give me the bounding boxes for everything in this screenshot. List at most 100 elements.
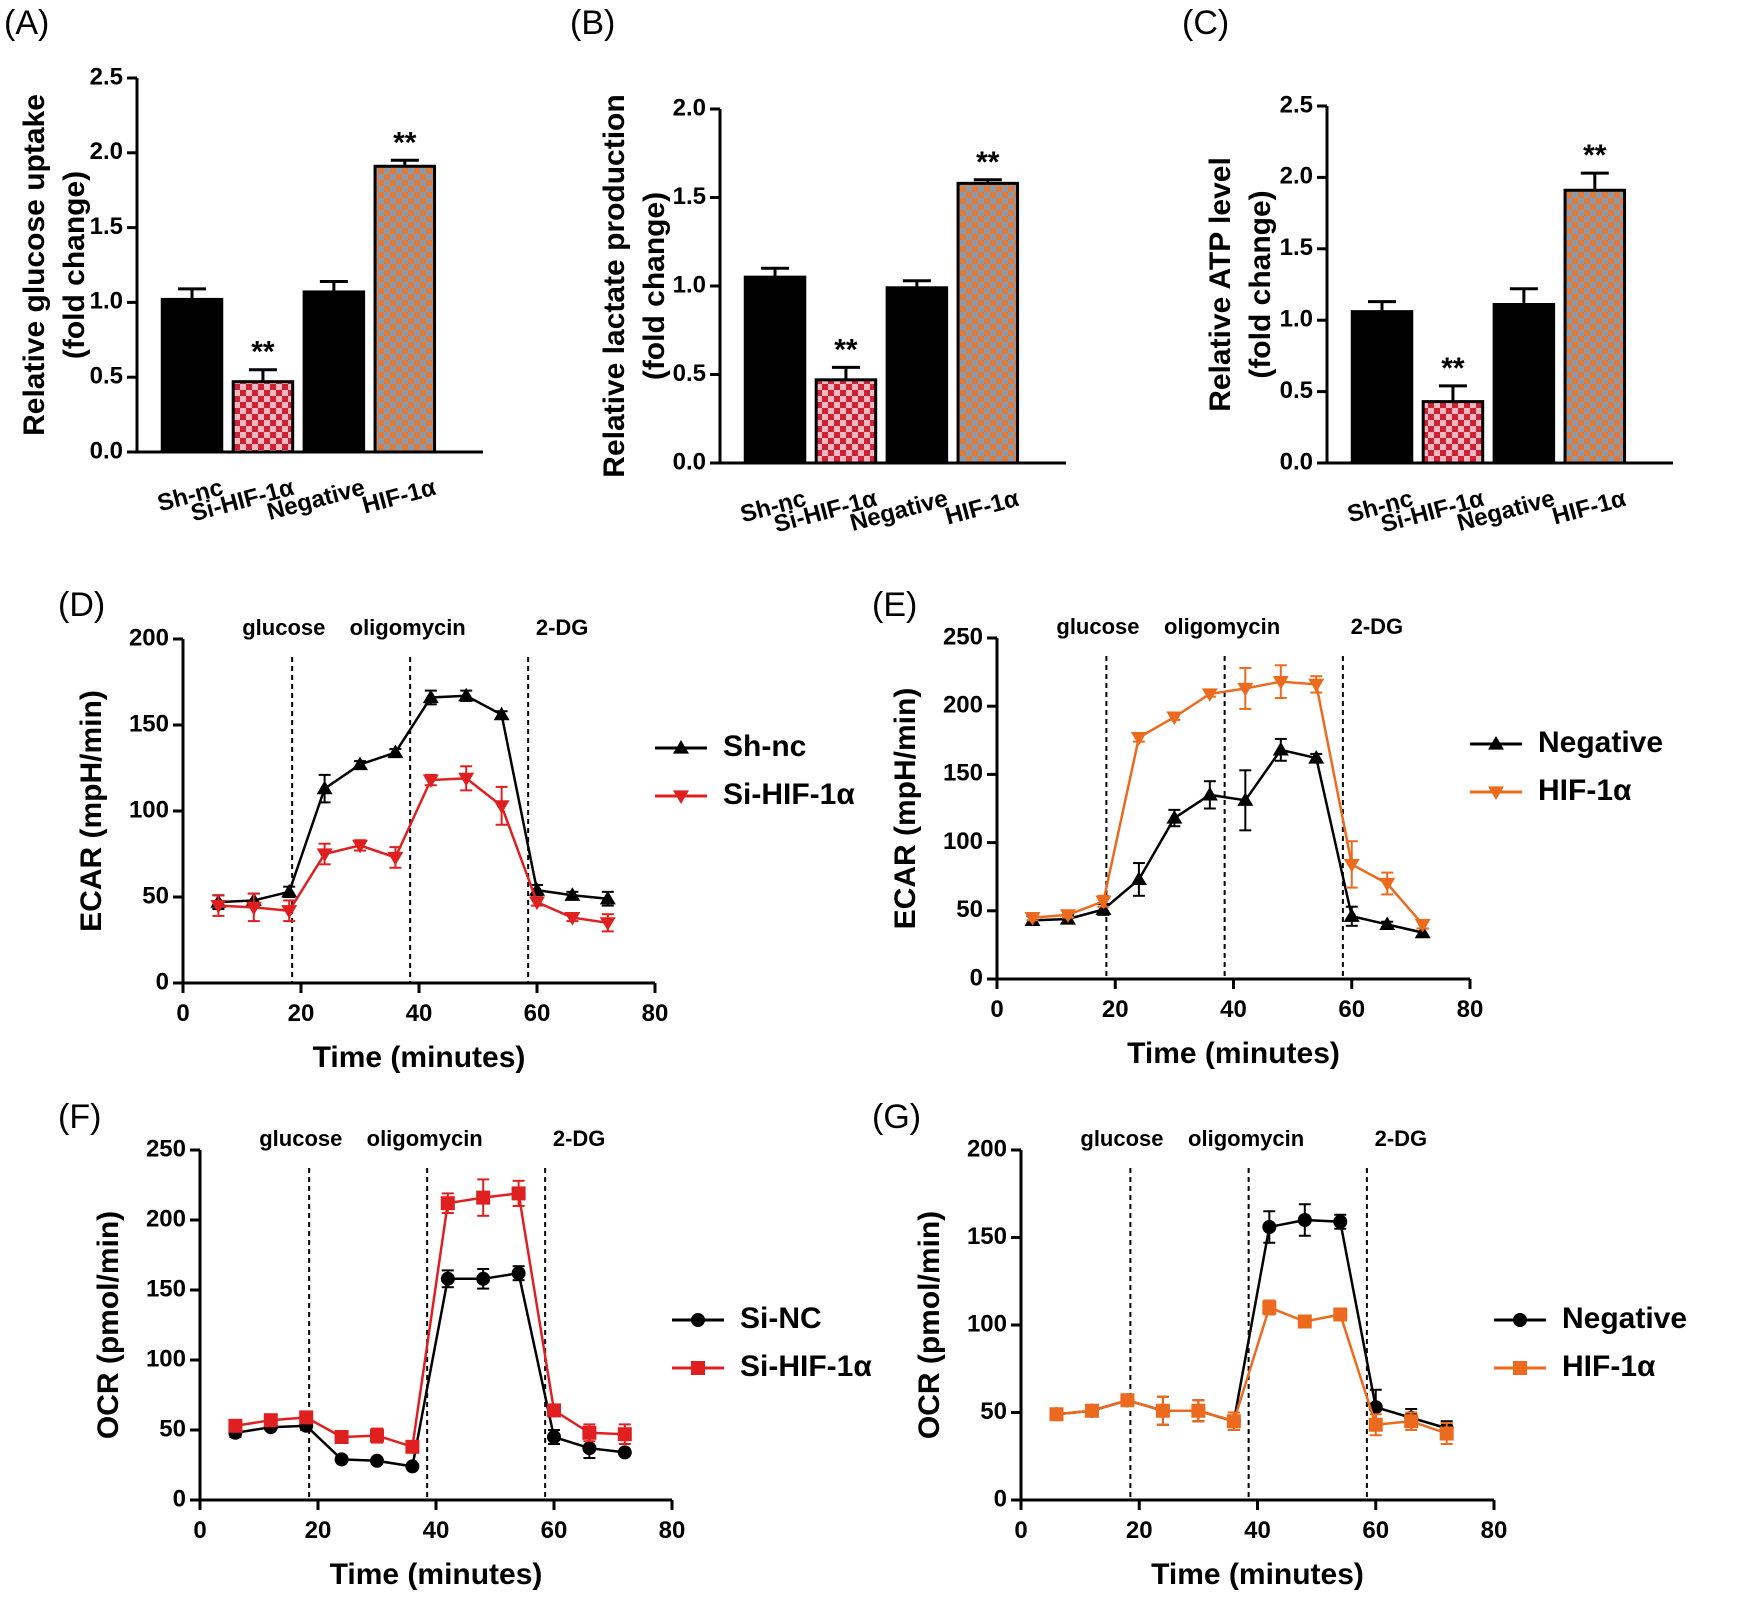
- chart-D: (D) 0 50 100 150 200 0 20 40 60 80 Time (minutes) EC…: [58, 586, 855, 1074]
- y-axis-title: ECAR (mpH/min): [889, 688, 922, 930]
- y-tick-label: 250: [146, 1135, 186, 1162]
- x-tick-label: 0: [176, 1000, 189, 1027]
- data-point: [1308, 750, 1325, 764]
- bar: [885, 286, 949, 465]
- y-tick-label: 150: [129, 710, 169, 737]
- data-point: [582, 1441, 597, 1456]
- series-line: [1056, 1218, 1448, 1430]
- y-tick-label: 150: [967, 1223, 1007, 1250]
- data-point: [281, 905, 298, 919]
- y-tick-label: 0.0: [673, 448, 706, 475]
- y-tick-label: 2.0: [90, 138, 123, 165]
- panel-label: (D): [58, 586, 105, 624]
- data-point: [422, 774, 439, 789]
- y-tick-label: 100: [129, 796, 169, 823]
- x-tick-label: 60: [1362, 1517, 1389, 1544]
- category-label: HIF-1α: [1549, 485, 1628, 530]
- legend-marker: [1513, 1313, 1527, 1327]
- bar: [743, 275, 807, 465]
- series-line: [1032, 748, 1423, 934]
- data-point: [1226, 1414, 1241, 1429]
- y-tick-label: 200: [129, 624, 169, 651]
- treatment-label: 2-DG: [553, 1126, 606, 1151]
- data-point: [440, 1271, 455, 1286]
- legend-marker: [691, 1361, 705, 1375]
- y-tick-label: 150: [943, 760, 983, 787]
- significance-marker: **: [251, 336, 275, 369]
- data-point: [1155, 1403, 1170, 1418]
- category-label: HIF-1α: [359, 474, 438, 519]
- y-axis-title: ECAR (mpH/min): [75, 690, 108, 932]
- legend-label: Negative: [1562, 1302, 1687, 1335]
- significance-marker: **: [393, 126, 417, 159]
- panel-label: (F): [58, 1098, 101, 1136]
- data-point: [1166, 810, 1183, 824]
- y-tick-label: 1.0: [673, 271, 706, 298]
- data-point: [1308, 678, 1325, 693]
- significance-marker: **: [976, 146, 1000, 179]
- y-tick-label: 0: [994, 1485, 1007, 1512]
- x-tick-label: 80: [1457, 996, 1484, 1023]
- data-point: [1333, 1214, 1348, 1229]
- data-point: [210, 900, 227, 914]
- series-line: [235, 1192, 625, 1449]
- y-tick-label: 100: [943, 828, 983, 855]
- x-tick-label: 20: [1102, 996, 1129, 1023]
- y-axis-title: Relative ATP level: [1204, 157, 1237, 412]
- x-tick-label: 0: [193, 1517, 206, 1544]
- bar: [1350, 310, 1414, 465]
- data-point: [1272, 741, 1289, 756]
- data-point: [1368, 1417, 1383, 1432]
- data-point: [405, 1439, 420, 1454]
- bar: [1563, 188, 1627, 465]
- y-tick-label: 1.5: [1280, 234, 1313, 261]
- significance-marker: **: [1583, 139, 1607, 172]
- y-tick-label: 0.0: [1280, 448, 1313, 475]
- category-label: HIF-1α: [942, 485, 1021, 530]
- bar: [1492, 302, 1556, 465]
- x-tick-label: 20: [1126, 1517, 1153, 1544]
- y-tick-label: 100: [967, 1310, 1007, 1337]
- bar: [1421, 400, 1485, 465]
- data-point: [582, 1425, 597, 1440]
- y-tick-label: 2.0: [1280, 163, 1313, 190]
- legend-marker: [1513, 1361, 1527, 1375]
- x-tick-label: 60: [541, 1517, 568, 1544]
- data-point: [547, 1430, 561, 1444]
- treatment-label: oligomycin: [367, 1126, 483, 1151]
- data-point: [1272, 676, 1289, 690]
- x-tick-label: 80: [642, 1000, 669, 1027]
- chart-C: (C) Relative ATP level (fold change) 0.0 0.5…: [1182, 4, 1673, 538]
- y-tick-label: 250: [943, 623, 983, 650]
- data-point: [564, 887, 581, 901]
- series-Si-HIF-1α: [210, 765, 616, 933]
- bar: [231, 380, 295, 454]
- y-tick-label: 0: [156, 968, 169, 995]
- data-point: [405, 1459, 420, 1474]
- data-point: [458, 772, 475, 787]
- y-tick-label: 1.0: [1280, 306, 1313, 333]
- chart-B: (B) Relative lactate production (fold chan…: [570, 4, 1066, 538]
- data-point: [1201, 688, 1218, 702]
- x-tick-label: 60: [1338, 996, 1365, 1023]
- x-tick-label: 0: [1014, 1517, 1027, 1544]
- series-line: [218, 694, 608, 904]
- series-line: [235, 1271, 625, 1468]
- series-Sh-nc: [210, 687, 616, 911]
- data-point: [352, 756, 368, 771]
- legend-marker: [1488, 786, 1504, 800]
- bar: [160, 297, 224, 454]
- data-point: [422, 689, 439, 704]
- data-point: [493, 800, 510, 814]
- legend-marker: [1488, 736, 1504, 750]
- y-tick-label: 0: [173, 1485, 186, 1512]
- data-point: [334, 1430, 349, 1444]
- data-point: [245, 901, 262, 916]
- x-tick-label: 40: [1220, 996, 1247, 1023]
- x-tick-label: 20: [288, 1000, 315, 1027]
- data-point: [1059, 909, 1076, 923]
- data-point: [1262, 1300, 1277, 1315]
- data-point: [564, 912, 581, 926]
- data-point: [476, 1190, 491, 1205]
- chart-A: (A) Relative glucose uptake (fold change) 0…: [4, 4, 483, 527]
